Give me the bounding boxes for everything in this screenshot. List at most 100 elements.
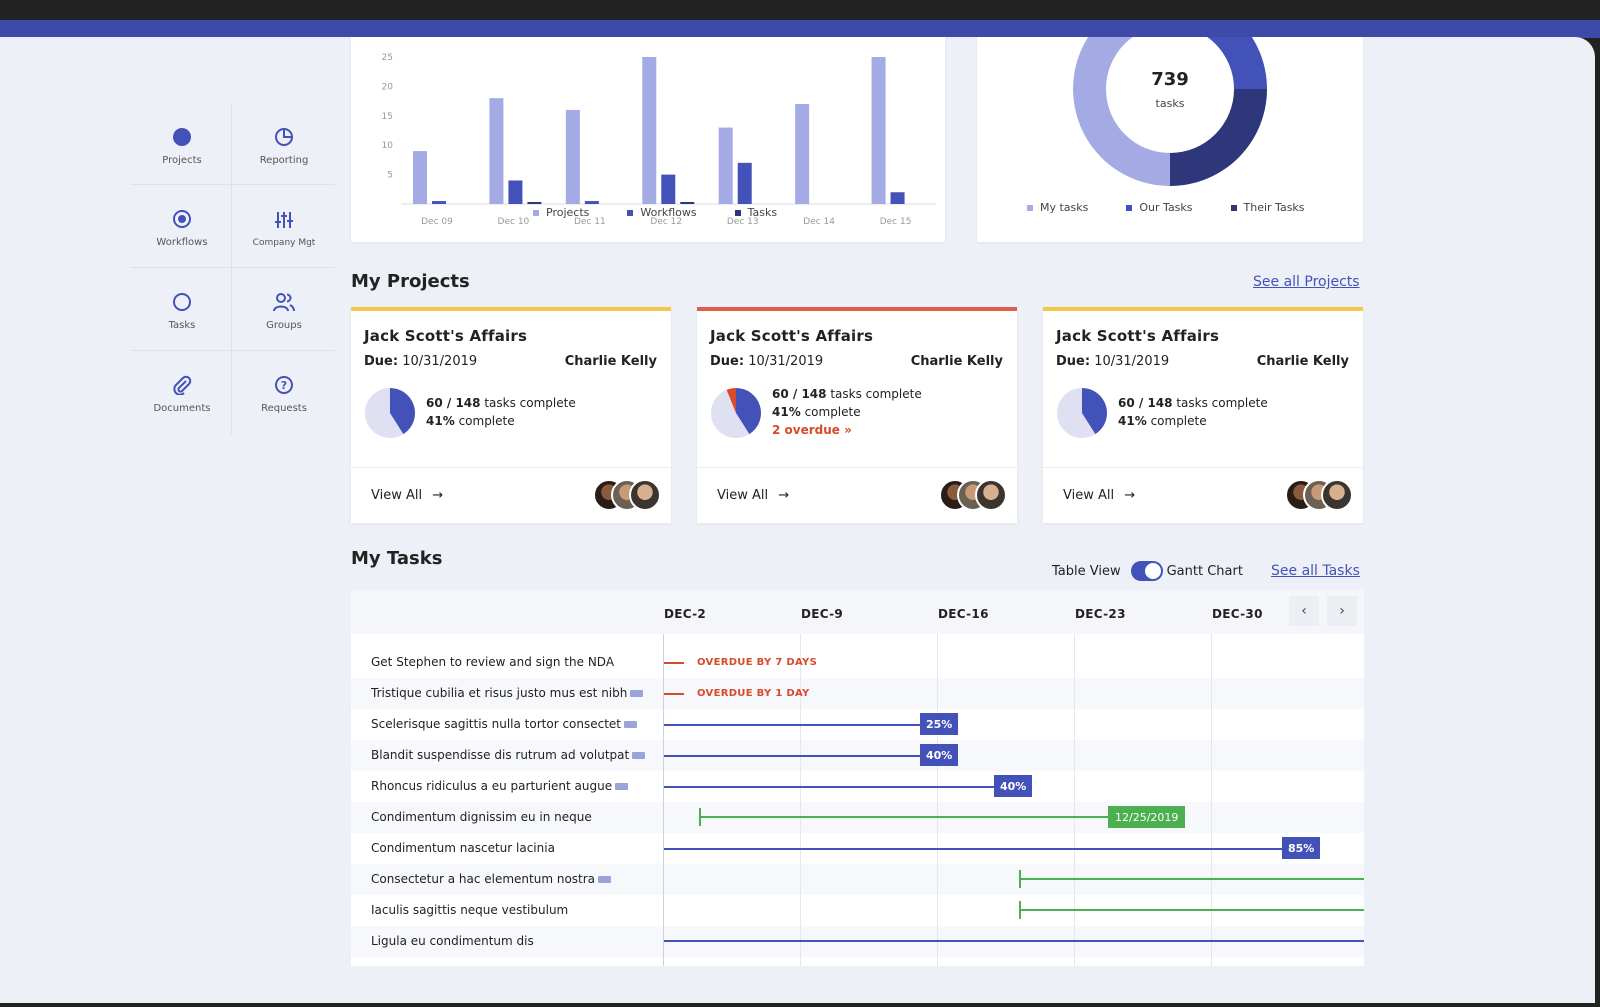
task-bar[interactable] bbox=[664, 940, 1364, 942]
sidebar-divider bbox=[231, 105, 232, 435]
task-progress-badge: 40% bbox=[994, 775, 1033, 797]
tasks-done: 60 / 148 bbox=[426, 396, 481, 410]
task-bar[interactable] bbox=[700, 816, 1108, 818]
x-tick-label: Dec 14 bbox=[803, 217, 835, 227]
sidebar-item-label: Workflows bbox=[156, 237, 208, 248]
task-name: Blandit suspendisse dis rutrum ad volutp… bbox=[371, 748, 646, 762]
more-icon[interactable] bbox=[630, 690, 644, 697]
gantt-row[interactable]: Tristique cubilia et risus justo mus est… bbox=[351, 678, 1364, 709]
arrow-right-icon: → bbox=[432, 488, 444, 503]
overdue-bar bbox=[664, 662, 684, 664]
tasks-done: 60 / 148 bbox=[772, 387, 827, 401]
sidebar-item-requests[interactable]: ? Requests bbox=[233, 353, 335, 435]
project-progress-pie bbox=[365, 388, 415, 438]
project-owner: Charlie Kelly bbox=[564, 354, 657, 369]
project-stats: 60 / 148 tasks complete 41% complete bbox=[426, 394, 576, 430]
projects-dot-icon bbox=[171, 126, 193, 148]
task-bar[interactable] bbox=[664, 848, 1282, 850]
view-all-link[interactable]: View All → bbox=[717, 488, 789, 503]
legend-swatch bbox=[1126, 204, 1133, 211]
due-date: 10/31/2019 bbox=[402, 354, 478, 369]
card-divider bbox=[697, 467, 1017, 468]
project-card[interactable]: Jack Scott's Affairs Due: 10/31/2019 Cha… bbox=[351, 307, 671, 523]
more-icon[interactable] bbox=[624, 721, 638, 728]
x-tick-label: Dec 10 bbox=[498, 217, 530, 227]
project-owner: Charlie Kelly bbox=[910, 354, 1003, 369]
project-tasks-line: 60 / 148 tasks complete bbox=[1118, 394, 1268, 412]
task-bar[interactable] bbox=[664, 755, 920, 757]
gantt-row[interactable]: Rhoncus ridiculus a eu parturient augue bbox=[351, 771, 1364, 802]
bar-workflows bbox=[661, 174, 676, 204]
gantt-row[interactable]: Scelerisque sagittis nulla tortor consec… bbox=[351, 709, 1364, 740]
project-card[interactable]: Jack Scott's Affairs Due: 10/31/2019 Cha… bbox=[1043, 307, 1363, 523]
project-tasks-line: 60 / 148 tasks complete bbox=[772, 385, 922, 403]
sliders-icon bbox=[273, 209, 295, 231]
sidebar-item-reporting[interactable]: Reporting bbox=[233, 105, 335, 187]
gantt-row[interactable]: Get Stephen to review and sign the NDA bbox=[351, 647, 1364, 678]
sidebar-item-label: Documents bbox=[153, 403, 211, 414]
donut-slice bbox=[1170, 89, 1267, 186]
project-card[interactable]: Jack Scott's Affairs Due: 10/31/2019 Cha… bbox=[697, 307, 1017, 523]
svg-text:?: ? bbox=[281, 379, 287, 392]
question-icon: ? bbox=[273, 374, 295, 396]
y-tick-label: 5 bbox=[387, 171, 393, 181]
y-tick-label: 10 bbox=[382, 141, 394, 151]
task-bar[interactable] bbox=[664, 786, 994, 788]
gantt-row[interactable]: Iaculis sagittis neque vestibulum bbox=[351, 895, 1364, 926]
sidebar-item-projects[interactable]: Projects bbox=[131, 105, 233, 187]
view-all-label: View All bbox=[1063, 488, 1115, 503]
sidebar-item-tasks[interactable]: Tasks bbox=[131, 270, 233, 352]
more-icon[interactable] bbox=[615, 783, 629, 790]
task-due-badge: 12/25/2019 bbox=[1108, 806, 1186, 828]
task-progress-badge: 40% bbox=[920, 744, 959, 766]
percent: 41% bbox=[1118, 414, 1147, 428]
percent-text: complete bbox=[804, 405, 861, 419]
task-name-text: Get Stephen to review and sign the NDA bbox=[371, 655, 615, 669]
table-view-label[interactable]: Table View bbox=[1052, 563, 1121, 579]
project-status-bar bbox=[351, 307, 671, 311]
member-avatars[interactable] bbox=[939, 479, 1011, 513]
sidebar-item-documents[interactable]: Documents bbox=[131, 353, 233, 435]
gantt-chart-label[interactable]: Gantt Chart bbox=[1166, 563, 1243, 579]
task-bar[interactable] bbox=[1020, 909, 1364, 911]
bar-workflows bbox=[432, 201, 446, 204]
card-divider bbox=[351, 467, 671, 468]
sidebar-item-workflows[interactable]: Workflows bbox=[131, 187, 233, 269]
task-name: Get Stephen to review and sign the NDA bbox=[371, 655, 614, 669]
legend-item: Tasks bbox=[734, 206, 777, 219]
task-bar[interactable] bbox=[664, 724, 920, 726]
see-all-projects-link[interactable]: See all Projects bbox=[1253, 274, 1360, 290]
donut-slice bbox=[1073, 37, 1170, 186]
view-all-link[interactable]: View All → bbox=[371, 488, 443, 503]
gantt-chart: DEC-2 DEC-9 DEC-16 DEC-23 DEC-30 ‹ › Get… bbox=[351, 590, 1364, 966]
sidebar-item-company-mgt[interactable]: Company Mgt bbox=[233, 187, 335, 269]
due-label: Due: bbox=[364, 354, 399, 369]
gantt-date-label: DEC-16 bbox=[938, 607, 989, 621]
gantt-row[interactable]: Condimentum nascetur lacinia bbox=[351, 833, 1364, 864]
toggle-knob bbox=[1144, 563, 1161, 579]
gantt-next-button[interactable]: › bbox=[1327, 596, 1357, 626]
x-tick-label: Dec 11 bbox=[574, 217, 606, 227]
avatar bbox=[975, 479, 1007, 511]
more-icon[interactable] bbox=[632, 752, 646, 759]
overdue-link[interactable]: 2 overdue » bbox=[772, 423, 852, 437]
view-all-link[interactable]: View All → bbox=[1063, 488, 1135, 503]
task-name-text: Scelerisque sagittis nulla tortor consec… bbox=[371, 717, 622, 731]
member-avatars[interactable] bbox=[1285, 479, 1357, 513]
sidebar-item-label: Requests bbox=[261, 403, 307, 414]
task-name: Condimentum nascetur lacinia bbox=[371, 841, 555, 855]
gantt-row[interactable]: Condimentum dignissim eu in neque bbox=[351, 802, 1364, 833]
view-toggle-switch[interactable] bbox=[1130, 561, 1163, 581]
percent: 41% bbox=[426, 414, 455, 428]
sidebar-item-label: Projects bbox=[162, 155, 202, 166]
users-icon bbox=[273, 291, 295, 313]
sidebar-item-groups[interactable]: Groups bbox=[233, 270, 335, 352]
task-bar[interactable] bbox=[1020, 878, 1364, 880]
task-name: Iaculis sagittis neque vestibulum bbox=[371, 903, 568, 917]
task-name: Condimentum dignissim eu in neque bbox=[371, 810, 592, 824]
more-icon[interactable] bbox=[598, 876, 612, 883]
legend-swatch bbox=[734, 209, 741, 216]
member-avatars[interactable] bbox=[593, 479, 665, 513]
see-all-tasks-link[interactable]: See all Tasks bbox=[1271, 563, 1360, 579]
gantt-prev-button[interactable]: ‹ bbox=[1289, 596, 1319, 626]
